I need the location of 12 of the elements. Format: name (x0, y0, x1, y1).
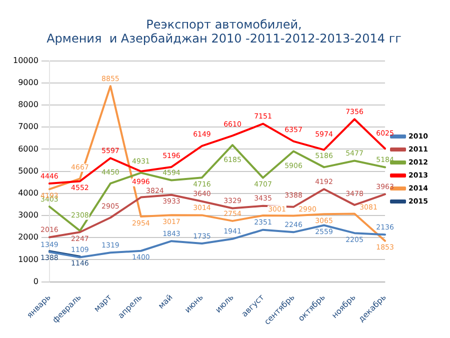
y-tick-label: 4000 (18, 188, 38, 198)
y-tick-label: 7000 (18, 122, 38, 132)
y-tick-label: 0 (33, 276, 38, 286)
chart-title: Реэкспорт автомобилей, Армения и Азербайджан 2010 -2011-2012-2013-2014 гг (46, 17, 402, 46)
y-tick-label: 2000 (18, 232, 38, 242)
y-tick-label: 6000 (18, 144, 38, 154)
y-tick-label: 1000 (18, 254, 38, 264)
y-tick-label: 9000 (18, 78, 38, 87)
y-tick-label: 3000 (18, 210, 38, 220)
y-tick-label: 5000 (18, 166, 38, 176)
y-tick-label: 10000 (12, 56, 38, 65)
y-tick-label: 8000 (18, 100, 38, 110)
